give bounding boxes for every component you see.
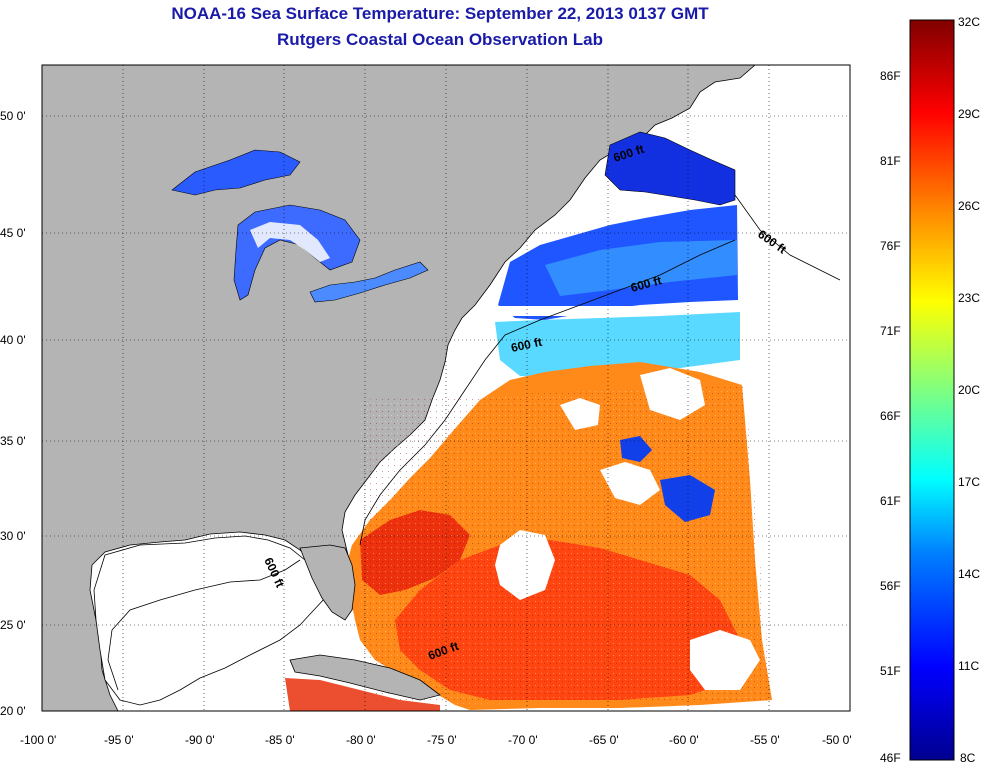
lake-superior bbox=[171, 149, 301, 196]
y-tick-label: 25 0' bbox=[0, 618, 26, 632]
x-tick-label: -100 0' bbox=[20, 733, 56, 747]
map-graticule bbox=[42, 65, 850, 711]
y-tick-label: 35 0' bbox=[0, 434, 26, 448]
colorbar-celsius-label: 17C bbox=[958, 475, 980, 489]
colorbar-celsius-label: 20C bbox=[958, 383, 980, 397]
map-frame bbox=[41, 64, 851, 712]
x-tick-label: -95 0' bbox=[104, 733, 134, 747]
cloud-patch-5 bbox=[690, 630, 760, 690]
y-tick-label: 45 0' bbox=[0, 226, 26, 240]
colorbar-fahrenheit-label: 81F bbox=[880, 154, 901, 168]
y-tick-label: 40 0' bbox=[0, 333, 26, 347]
colorbar-celsius-label: 23C bbox=[958, 291, 980, 305]
colorbar-celsius-labels: 32C 29C 26C 23C 20C 17C 14C 11C 8C bbox=[958, 15, 980, 765]
mid-atlantic-cool-water bbox=[495, 312, 740, 378]
map-subtitle: Rutgers Coastal Ocean Observation Lab bbox=[277, 30, 603, 49]
colorbar bbox=[909, 19, 955, 761]
y-tick-label: 20 0' bbox=[0, 704, 26, 718]
contour-600ft-atlantic bbox=[359, 194, 841, 546]
x-tick-label: -75 0' bbox=[427, 733, 457, 747]
colorbar-fahrenheit-label: 56F bbox=[880, 579, 901, 593]
colorbar-celsius-label: 32C bbox=[958, 15, 980, 29]
cloud-patch-2 bbox=[495, 530, 555, 600]
colorbar-fahrenheit-labels: 86F 81F 76F 71F 66F 61F 56F 51F 46F bbox=[880, 69, 901, 765]
colorbar-fahrenheit-label: 61F bbox=[880, 494, 901, 508]
contour-label: 600 ft bbox=[510, 335, 544, 355]
cloud-patch-4 bbox=[600, 462, 660, 505]
x-axis-ticks: -100 0' -95 0' -90 0' -85 0' -80 0' -75 … bbox=[20, 733, 852, 747]
cold-eddy-1 bbox=[660, 475, 715, 522]
colorbar-celsius-label: 8C bbox=[960, 751, 976, 765]
gulf-of-maine-blue bbox=[545, 240, 737, 296]
data-gap-band bbox=[497, 306, 742, 316]
colorbar-fahrenheit-label: 76F bbox=[880, 239, 901, 253]
x-tick-label: -85 0' bbox=[265, 733, 295, 747]
florida-peninsula bbox=[299, 544, 356, 621]
colorbar-fahrenheit-label: 46F bbox=[880, 751, 901, 765]
colorbar-fahrenheit-label: 51F bbox=[880, 664, 901, 678]
colorbar-celsius-label: 29C bbox=[958, 107, 980, 121]
y-axis-ticks: 50 0' 45 0' 40 0' 35 0' 30 0' 25 0' 20 0… bbox=[0, 109, 26, 718]
x-tick-label: -70 0' bbox=[508, 733, 538, 747]
cold-eddy-2 bbox=[620, 436, 652, 462]
map-title: NOAA-16 Sea Surface Temperature: Septemb… bbox=[171, 4, 709, 23]
colorbar-fahrenheit-label: 66F bbox=[880, 409, 901, 423]
gulf-of-mexico bbox=[93, 535, 326, 706]
colorbar-celsius-label: 26C bbox=[958, 199, 980, 213]
white-lake-patches bbox=[250, 222, 330, 262]
contour-600ft-gulf bbox=[107, 559, 301, 691]
y-tick-label: 50 0' bbox=[0, 109, 26, 123]
cloud-patch-1 bbox=[640, 368, 705, 420]
cloud-patch-3 bbox=[560, 398, 600, 430]
lake-erie-ontario bbox=[309, 261, 429, 303]
colorbar-celsius-label: 11C bbox=[958, 659, 979, 673]
x-tick-label: -55 0' bbox=[750, 733, 780, 747]
x-tick-label: -90 0' bbox=[185, 733, 215, 747]
x-tick-label: -50 0' bbox=[822, 733, 852, 747]
x-tick-label: -65 0' bbox=[589, 733, 619, 747]
gulf-st-lawrence-water bbox=[604, 131, 736, 206]
colorbar-fahrenheit-label: 71F bbox=[880, 324, 901, 338]
caribbean-water bbox=[285, 678, 440, 711]
x-tick-label: -80 0' bbox=[346, 733, 376, 747]
colorbar-celsius-label: 14C bbox=[958, 567, 980, 581]
colorbar-fahrenheit-label: 86F bbox=[880, 69, 901, 83]
x-tick-label: -60 0' bbox=[669, 733, 699, 747]
y-tick-label: 30 0' bbox=[0, 529, 26, 543]
